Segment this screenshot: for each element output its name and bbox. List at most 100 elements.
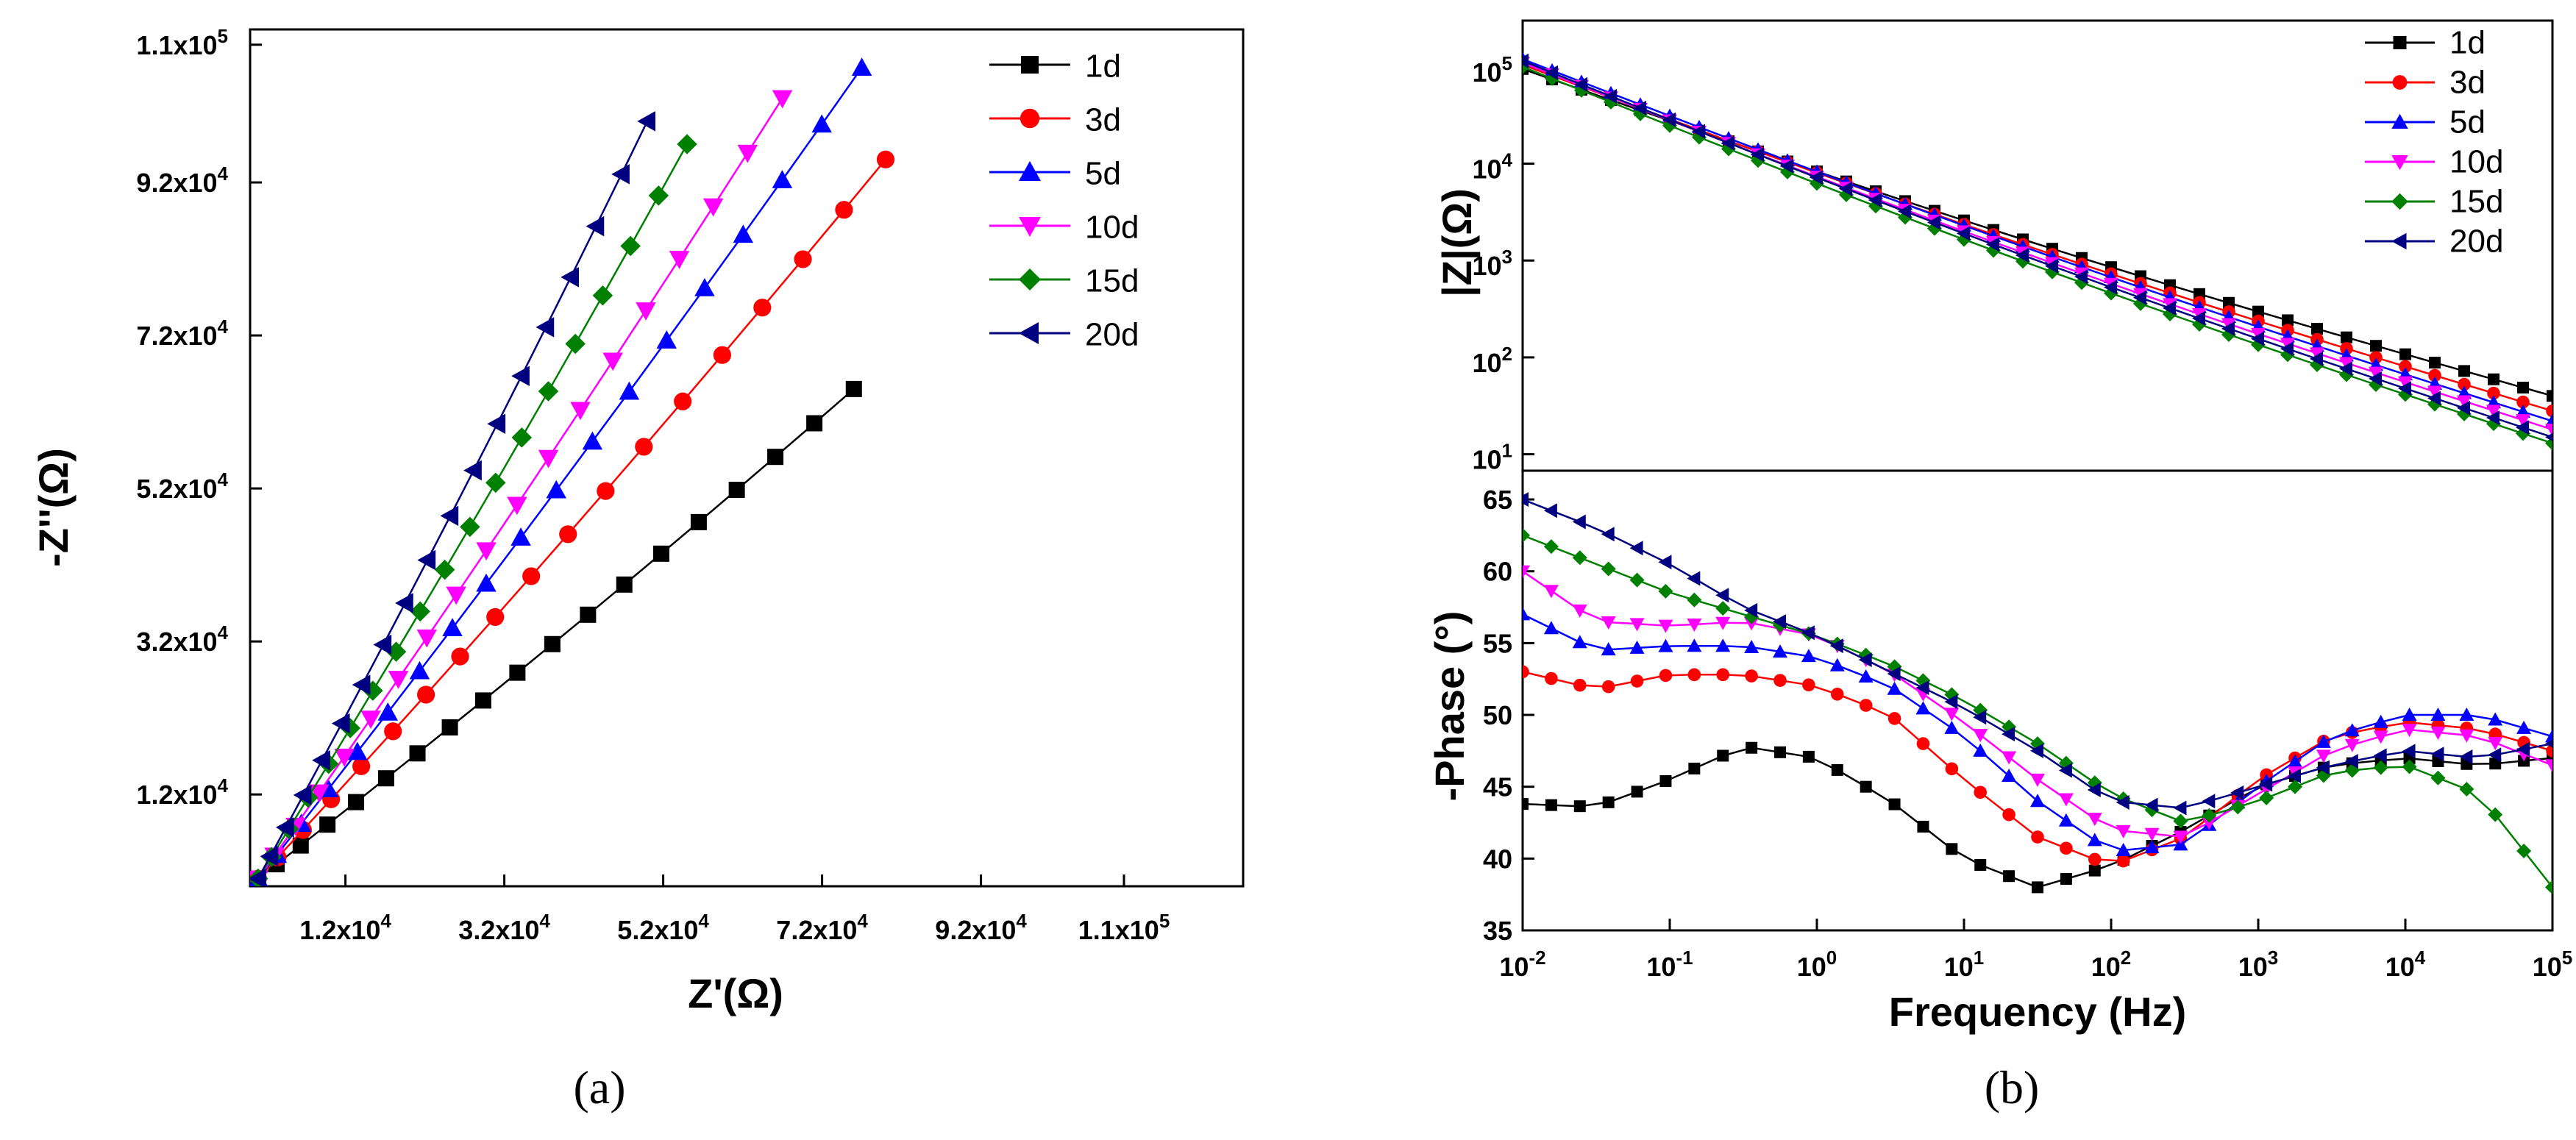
panel-b-bottom-point-3d xyxy=(1773,674,1787,687)
panel-b-x-tick-label: 101 xyxy=(1944,947,1985,982)
panel-a-point-3d xyxy=(416,685,435,704)
panel-a-legend-marker-15d xyxy=(1019,268,1041,291)
panel-b-bottom-point-1d xyxy=(1917,820,1929,833)
panel-a-point-1d xyxy=(474,692,491,709)
panel-b-top-point-20d xyxy=(2045,258,2058,274)
panel-a-nyquist: 1.2x104 3.2x104 5.2x104 7.2x104 9.2x104 1.1x1… xyxy=(30,25,1245,1114)
panel-a-point-15d xyxy=(538,381,559,402)
panel-b-bottom-point-20d xyxy=(1773,614,1786,630)
panel-b-top-point-20d xyxy=(1692,124,1705,139)
panel-b-bottom-y-tick-label: 40 xyxy=(1483,844,1512,874)
panel-a-point-15d xyxy=(648,185,669,206)
panel-b-bottom-point-5d xyxy=(2116,842,2131,856)
panel-b-bottom-point-15d xyxy=(2488,807,2503,822)
panel-b-bottom-point-5d xyxy=(1829,658,1845,671)
panel-b-bottom-point-15d xyxy=(1687,592,1702,608)
panel-a-point-20d xyxy=(331,713,350,734)
panel-b-bottom-point-10d xyxy=(2488,737,2503,751)
panel-b-top-point-20d xyxy=(2486,410,2499,425)
panel-a-plot-frame xyxy=(249,28,1245,888)
panel-b-bottom-point-20d xyxy=(1523,492,1529,507)
panel-b-bottom-point-15d xyxy=(1572,550,1587,566)
panel-a-point-1d xyxy=(845,380,862,397)
panel-b-bottom-point-3d xyxy=(1687,668,1701,682)
panel-a-point-5d xyxy=(694,278,715,296)
panel-b-bottom-point-3d xyxy=(1887,712,1901,725)
panel-b-bottom-point-10d xyxy=(2373,730,2388,744)
panel-a-point-20d xyxy=(352,674,371,695)
panel-a-legend-label-3d: 3d xyxy=(1085,102,1121,138)
panel-b-bottom-point-3d xyxy=(1601,680,1615,694)
panel-a-series-line-10d xyxy=(257,97,783,880)
panel-b-top-point-1d xyxy=(2370,340,2382,352)
panel-a-legend-marker-1d xyxy=(1021,56,1039,74)
panel-b-bottom-point-5d xyxy=(2373,714,2388,728)
panel-a-point-10d xyxy=(772,90,793,109)
panel-b-bottom-point-3d xyxy=(1630,674,1644,688)
panel-b-bottom-point-3d xyxy=(1830,688,1844,701)
panel-a-point-20d xyxy=(536,317,555,338)
panel-a-point-5d xyxy=(772,170,793,188)
panel-a-point-20d xyxy=(312,749,330,771)
panel-a-series-line-3d xyxy=(257,159,886,880)
panel-a-point-10d xyxy=(636,302,656,321)
panel-b-bottom-point-3d xyxy=(1716,668,1730,682)
panel-a-point-20d xyxy=(293,785,312,805)
panel-b-top-point-10d xyxy=(2310,347,2324,361)
panel-b-top-y-tick-label: 102 xyxy=(1472,343,1512,378)
panel-a-point-20d xyxy=(511,366,530,387)
panel-b-top-point-20d xyxy=(2457,400,2470,416)
panel-a-x-axis-label: Z'(Ω) xyxy=(688,970,783,1016)
panel-a-point-3d xyxy=(384,722,402,741)
panel-a-point-1d xyxy=(728,482,745,499)
panel-b-top-legend-marker-20d xyxy=(2391,232,2407,250)
panel-a-point-1d xyxy=(580,606,597,623)
panel-b-bottom-point-20d xyxy=(2488,747,2502,763)
panel-a-point-3d xyxy=(486,608,505,626)
panel-b-bottom-point-5d xyxy=(2459,708,2474,722)
panel-b-top-point-1d xyxy=(2252,305,2264,318)
panel-b-bottom-point-20d xyxy=(2144,797,2158,813)
panel-b-bottom-y-axis-label: -Phase (°) xyxy=(1426,611,1473,802)
panel-a-point-3d xyxy=(753,299,772,317)
panel-b-bottom-point-1d xyxy=(1802,750,1815,763)
panel-a-point-20d xyxy=(417,549,436,571)
panel-a-point-20d xyxy=(395,593,413,613)
panel-b-bottom-point-1d xyxy=(2003,870,2015,883)
panel-b-bottom-point-20d xyxy=(1858,652,1872,668)
panel-b-top-point-1d xyxy=(2547,390,2552,402)
panel-a-point-5d xyxy=(656,330,677,349)
panel-b-bottom-point-3d xyxy=(2031,830,2044,844)
panel-b-bottom-series xyxy=(1523,492,2552,895)
panel-b-bottom-point-5d xyxy=(2030,794,2045,808)
panel-b-bottom-point-10d xyxy=(2030,773,2045,787)
panel-a-point-20d xyxy=(487,413,506,434)
panel-b-top-point-10d xyxy=(2427,385,2442,399)
panel-a-ticks: 1.2x104 3.2x104 5.2x104 7.2x104 9.2x104 1.1x1… xyxy=(136,25,1170,945)
panel-b-bottom-point-1d xyxy=(2032,881,2043,894)
panel-b-bottom-point-20d xyxy=(1829,638,1843,654)
panel-b-bottom-point-20d xyxy=(2259,777,2273,792)
panel-b-bottom-point-3d xyxy=(2088,852,2102,866)
panel-b-top-point-10d xyxy=(2457,395,2472,409)
panel-b-top-point-1d xyxy=(2517,382,2529,394)
panel-a-legend-label-1d: 1d xyxy=(1085,49,1121,85)
panel-b-bottom-point-1d xyxy=(1545,799,1557,811)
panel-a-point-10d xyxy=(476,542,497,561)
panel-a-point-3d xyxy=(794,250,812,268)
panel-b-x-tick-label: 105 xyxy=(2533,947,2573,982)
panel-b-bottom-point-3d xyxy=(1916,737,1930,750)
panel-b-top-point-20d xyxy=(1604,88,1617,104)
panel-b-top-point-20d xyxy=(1868,193,1882,208)
panel-a-caption: (a) xyxy=(573,1061,625,1114)
panel-b-bottom-point-15d xyxy=(2545,880,2552,895)
panel-b-bottom-point-5d xyxy=(1572,635,1587,649)
panel-a-point-15d xyxy=(410,601,430,622)
panel-b-bottom-point-1d xyxy=(1831,763,1843,776)
panel-b-bottom-point-20d xyxy=(1973,710,1987,725)
panel-b-bottom-point-20d xyxy=(1687,571,1701,586)
panel-b-top-point-20d xyxy=(2545,432,2552,441)
panel-b-bottom-point-20d xyxy=(1629,541,1643,556)
panel-b-bottom-point-5d xyxy=(2002,769,2017,783)
